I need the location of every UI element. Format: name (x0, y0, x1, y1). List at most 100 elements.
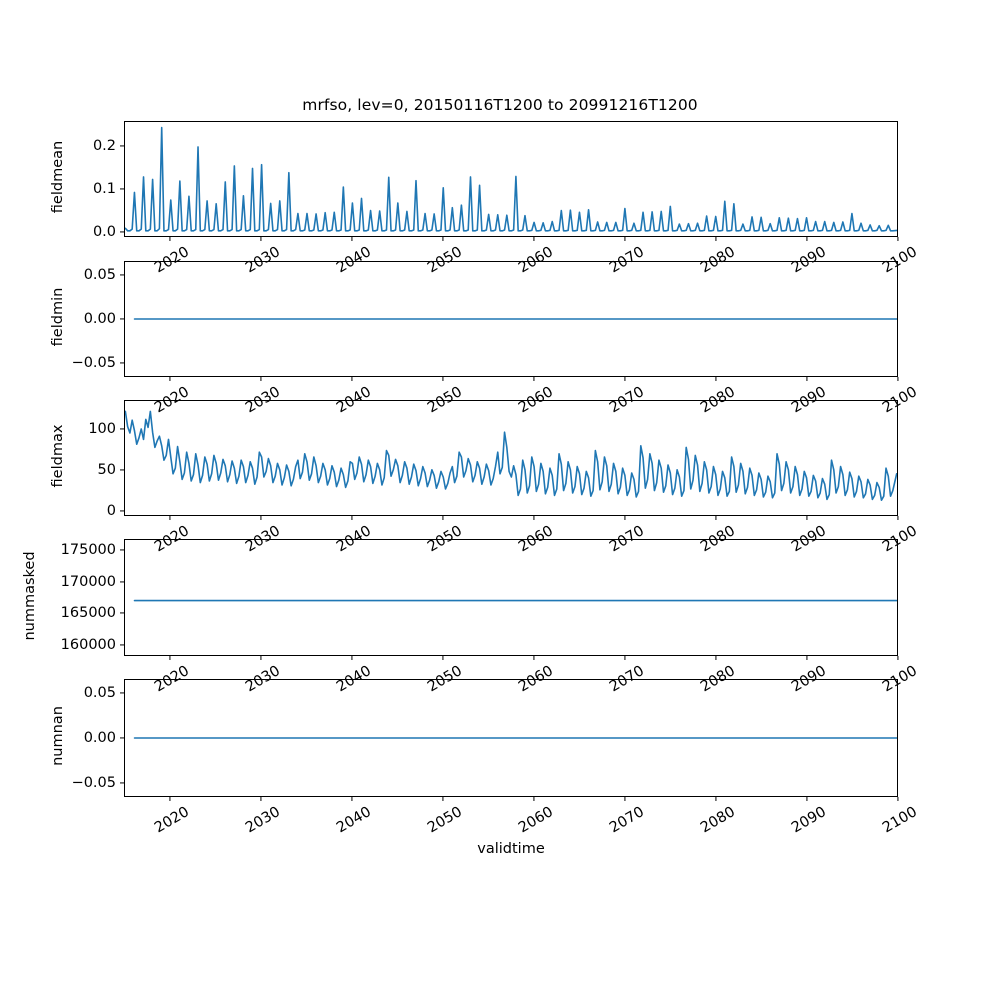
x-tick-mark (351, 516, 353, 521)
plot-line-fieldmax (125, 401, 897, 515)
x-tick-mark (168, 656, 171, 661)
y-tick-label: 0.00 (83, 730, 116, 746)
x-tick-mark (715, 237, 717, 242)
x-tick-mark (260, 797, 262, 802)
y-tick-label: 0.0 (92, 223, 116, 240)
y-tick-label: 0.2 (92, 137, 116, 154)
x-tick-mark (168, 797, 171, 802)
x-tick-mark (168, 516, 171, 521)
x-tick-mark (715, 797, 717, 802)
x-tick-mark (351, 237, 353, 242)
y-tick-label: 170000 (60, 573, 116, 590)
plot-line-numnan (125, 680, 897, 796)
x-tick-mark (897, 377, 899, 382)
y-tick-mark (119, 231, 124, 233)
y-tick-label: 100 (88, 421, 116, 438)
axes-frame-fieldmin (124, 261, 898, 377)
y-tick-mark (119, 318, 124, 320)
x-tick-mark (715, 656, 717, 661)
x-tick-mark (624, 237, 626, 242)
x-tick-label: 2100 (880, 804, 920, 837)
axes-frame-fieldmean (124, 121, 898, 237)
x-tick-mark (624, 656, 626, 661)
x-tick-mark (624, 516, 626, 521)
axes-frame-fieldmax (124, 400, 898, 516)
x-tick-mark (806, 797, 808, 802)
plot-line-fieldmin (125, 262, 897, 376)
x-tick-label: 2070 (606, 804, 647, 837)
y-tick-mark (119, 469, 124, 471)
x-tick-mark (442, 656, 444, 661)
axes-frame-numnan (124, 679, 898, 797)
x-tick-mark (624, 377, 626, 382)
x-tick-mark (442, 237, 444, 242)
x-tick-label: 2020 (151, 804, 192, 837)
x-tick-mark (806, 516, 808, 521)
y-tick-label: 165000 (60, 605, 116, 622)
x-tick-mark (533, 656, 535, 661)
x-tick-mark (351, 377, 353, 382)
y-tick-label: −0.05 (71, 774, 116, 791)
subplot-numnan: −0.05 0.00 0.05 2020 2030 2040 2050 2060 2070 208… (50, 679, 920, 836)
x-tick-mark (533, 516, 535, 521)
y-tick-mark (119, 692, 124, 694)
y-tick-label: 50 (97, 462, 116, 478)
y-axis-label-fieldmax: fieldmax (50, 424, 66, 488)
x-tick-label: 2080 (697, 804, 738, 837)
x-tick-mark (260, 377, 262, 382)
x-tick-mark (168, 377, 171, 382)
x-tick-mark (715, 516, 717, 521)
y-axis-label-numnan: numnan (50, 706, 66, 766)
subplot-fieldmean: 0.0 0.1 0.2 2020 2030 2040 2050 2060 2070 2080 209… (50, 121, 920, 276)
y-tick-label: 0.00 (83, 311, 116, 327)
x-tick-label: 2030 (242, 804, 283, 837)
y-tick-mark (119, 737, 124, 739)
y-tick-label: 0.05 (83, 267, 116, 284)
x-tick-mark (442, 797, 444, 802)
axes-frame-nummasked (124, 539, 898, 656)
y-tick-label: −0.05 (71, 354, 116, 371)
plot-line-fieldmean (125, 122, 897, 236)
x-axis-label: validtime (477, 841, 545, 857)
y-tick-mark (119, 612, 124, 614)
figure-title: mrfso, lev=0, 20150116T1200 to 20991216T… (302, 96, 698, 114)
y-tick-label: 0 (106, 502, 116, 519)
x-tick-mark (351, 797, 353, 802)
x-tick-label: 2060 (515, 804, 556, 837)
y-tick-label: 0.05 (83, 685, 116, 702)
subplot-nummasked: 160000 165000 170000 175000 2020 2030 2040 2050… (22, 539, 920, 695)
y-axis-label-nummasked: nummasked (22, 550, 38, 641)
x-tick-mark (897, 656, 899, 661)
x-tick-mark (533, 377, 535, 382)
x-tick-label: 2040 (333, 804, 374, 837)
x-tick-mark (624, 797, 626, 802)
x-tick-mark (442, 516, 444, 521)
y-tick-label: 0.1 (92, 180, 116, 197)
x-tick-mark (442, 377, 444, 382)
x-tick-mark (806, 237, 808, 242)
y-tick-mark (119, 549, 124, 551)
plot-line-nummasked (125, 540, 897, 655)
x-tick-mark (897, 516, 899, 521)
y-tick-mark (119, 510, 124, 512)
x-tick-label: 2050 (424, 804, 465, 837)
x-tick-mark (897, 797, 899, 802)
x-tick-mark (806, 656, 808, 661)
y-tick-mark (119, 145, 124, 147)
x-tick-mark (533, 237, 535, 242)
x-tick-label: 2090 (788, 804, 829, 837)
x-tick-mark (260, 656, 262, 661)
x-tick-mark (260, 237, 262, 242)
y-tick-label: 175000 (60, 542, 116, 559)
y-tick-mark (119, 581, 124, 583)
x-tick-mark (897, 237, 899, 242)
subplot-fieldmax: 0 50 100 2020 2030 2040 2050 2060 2070 2080 2090 21… (50, 400, 920, 555)
x-tick-mark (806, 377, 808, 382)
y-tick-mark (119, 782, 124, 784)
x-tick-mark (168, 237, 171, 242)
y-tick-mark (119, 362, 124, 364)
x-tick-mark (260, 516, 262, 521)
x-tick-mark (533, 797, 535, 802)
y-tick-mark (119, 274, 124, 276)
